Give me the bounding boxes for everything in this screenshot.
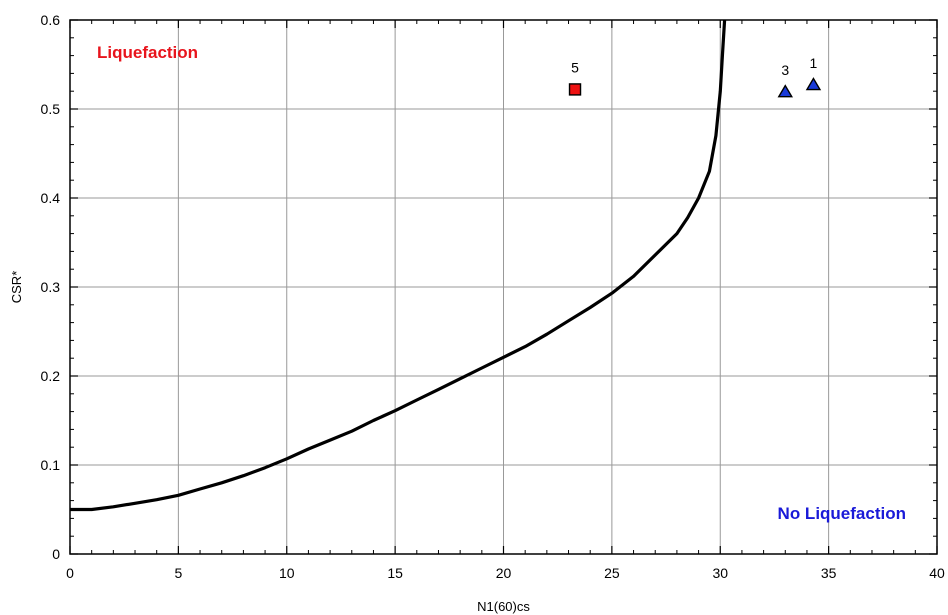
data-point-square [568, 83, 582, 96]
data-point-triangle [805, 77, 822, 91]
x-tick-label: 35 [821, 565, 837, 581]
grid [69, 20, 938, 554]
y-tick-label: 0.3 [41, 279, 61, 295]
x-axis-title: N1(60)cs [477, 599, 530, 614]
x-tick-label: 0 [66, 565, 74, 581]
y-tick-label: 0 [52, 546, 60, 562]
no-liquefaction-region-label: No Liquefaction [778, 504, 906, 523]
y-tick-label: 0.6 [41, 12, 61, 28]
axis-ticks [69, 19, 938, 555]
x-tick-label: 20 [496, 565, 512, 581]
liquefaction-region-label: Liquefaction [97, 43, 198, 62]
x-tick-label: 30 [712, 565, 728, 581]
y-axis-title: CSR* [9, 271, 24, 304]
x-tick-label: 15 [387, 565, 403, 581]
y-tick-label: 0.4 [41, 190, 61, 206]
boundary-curve [70, 19, 727, 512]
data-point-label: 1 [810, 55, 818, 71]
y-tick-label: 0.2 [41, 368, 61, 384]
data-point-label: 3 [781, 62, 789, 78]
boundary-curve-layer [70, 19, 727, 512]
x-tick-label: 10 [279, 565, 295, 581]
x-tick-label: 5 [174, 565, 182, 581]
y-tick-label: 0.1 [41, 457, 61, 473]
data-point-label: 5 [571, 59, 579, 75]
y-tick-label: 0.5 [41, 101, 61, 117]
data-point-triangle [777, 84, 793, 98]
x-tick-label: 40 [929, 565, 945, 581]
x-tick-label: 25 [604, 565, 620, 581]
data-points: 5 3 1 [568, 55, 822, 98]
